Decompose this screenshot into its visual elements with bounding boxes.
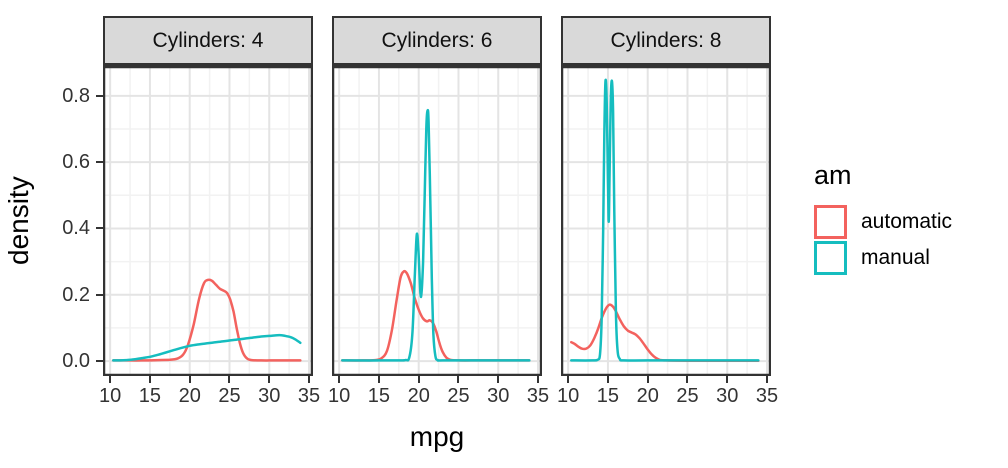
x-tick-mark bbox=[766, 376, 769, 383]
x-tick-label: 30 bbox=[487, 385, 510, 407]
y-tick-label: 0.0 bbox=[62, 350, 90, 373]
facet-strip-label: Cylinders: 6 bbox=[332, 16, 542, 66]
y-tick-label: 0.4 bbox=[62, 217, 90, 240]
y-tick-mark bbox=[96, 227, 103, 230]
legend-entry-automatic: automatic bbox=[814, 205, 952, 239]
x-tick-label: 35 bbox=[526, 385, 550, 407]
x-tick-mark bbox=[188, 376, 191, 383]
facet-panel bbox=[103, 66, 313, 376]
x-tick-mark bbox=[308, 376, 311, 383]
density-curve-manual bbox=[341, 108, 531, 362]
x-tick-label: 25 bbox=[676, 385, 699, 407]
x-tick-mark bbox=[417, 376, 420, 383]
density-curve-automatic bbox=[112, 278, 302, 362]
facet-strip-label: Cylinders: 8 bbox=[561, 16, 771, 66]
x-tick-mark bbox=[377, 376, 380, 383]
x-tick-mark bbox=[109, 376, 112, 383]
facet-panel bbox=[332, 66, 542, 376]
legend-entries: automatic manual bbox=[814, 205, 952, 275]
y-tick-label: 0.2 bbox=[62, 283, 90, 306]
y-tick-mark bbox=[96, 94, 103, 97]
x-tick-label: 15 bbox=[596, 385, 620, 407]
x-tick-mark bbox=[228, 376, 231, 383]
x-tick-label: 10 bbox=[557, 385, 580, 407]
y-tick-mark bbox=[96, 360, 103, 363]
legend: am automatic manual bbox=[814, 160, 952, 277]
facet-1: Cylinders: 4 10 15 20 25 30 35 bbox=[99, 16, 320, 421]
x-tick-label: 25 bbox=[218, 385, 241, 407]
y-tick-mark bbox=[96, 293, 103, 296]
y-axis-title: density bbox=[3, 176, 34, 266]
legend-key-swatch bbox=[814, 241, 847, 275]
facet-panel bbox=[561, 66, 771, 376]
y-tick-label: 0.6 bbox=[62, 151, 90, 174]
x-axis: 10 15 20 25 30 35 bbox=[99, 376, 320, 421]
density-curve-manual bbox=[570, 78, 760, 362]
x-tick-label: 35 bbox=[297, 385, 321, 407]
x-tick-mark bbox=[726, 376, 729, 383]
density-curve-automatic bbox=[570, 303, 760, 362]
x-tick-label: 15 bbox=[367, 385, 391, 407]
x-tick-mark bbox=[606, 376, 609, 383]
x-axis-title: mpg bbox=[409, 421, 465, 452]
legend-entry-manual: manual bbox=[814, 241, 952, 275]
density-curve-manual bbox=[112, 333, 302, 362]
x-tick-label: 30 bbox=[716, 385, 739, 407]
x-tick-label: 10 bbox=[99, 385, 122, 407]
facet-3: Cylinders: 8 10 15 20 25 30 35 bbox=[557, 16, 778, 421]
legend-key-swatch bbox=[814, 205, 847, 239]
x-tick-mark bbox=[686, 376, 689, 383]
y-tick-label: 0.8 bbox=[62, 84, 90, 107]
x-tick-label: 35 bbox=[755, 385, 779, 407]
x-axis: 10 15 20 25 30 35 bbox=[557, 376, 778, 421]
x-tick-label: 25 bbox=[447, 385, 470, 407]
legend-title: am bbox=[814, 160, 852, 190]
x-tick-mark bbox=[338, 376, 341, 383]
x-tick-mark bbox=[497, 376, 500, 383]
x-tick-mark bbox=[148, 376, 151, 383]
x-tick-label: 15 bbox=[138, 385, 162, 407]
x-tick-mark bbox=[457, 376, 460, 383]
legend-entry-label: automatic bbox=[861, 210, 953, 233]
x-axis: 10 15 20 25 30 35 bbox=[328, 376, 549, 421]
x-tick-mark bbox=[567, 376, 570, 383]
x-tick-mark bbox=[268, 376, 271, 383]
x-tick-mark bbox=[537, 376, 540, 383]
facet-strip-label: Cylinders: 4 bbox=[103, 16, 313, 66]
x-tick-label: 20 bbox=[178, 385, 201, 407]
x-tick-label: 30 bbox=[258, 385, 281, 407]
density-curve-automatic bbox=[341, 269, 531, 362]
y-tick-mark bbox=[96, 161, 103, 164]
x-tick-label: 20 bbox=[407, 385, 430, 407]
x-tick-mark bbox=[646, 376, 649, 383]
x-tick-label: 10 bbox=[328, 385, 351, 407]
facet-2: Cylinders: 6 10 15 20 25 30 35 bbox=[328, 16, 549, 421]
legend-entry-label: manual bbox=[861, 246, 930, 269]
x-tick-label: 20 bbox=[636, 385, 659, 407]
